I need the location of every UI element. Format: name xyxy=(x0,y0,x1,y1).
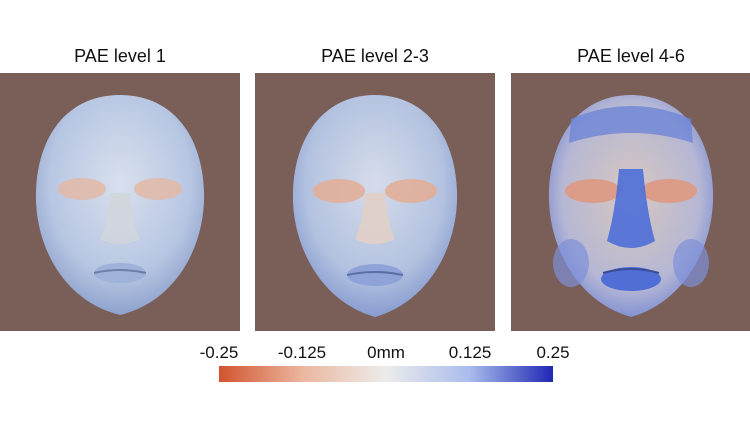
panel-title-level-4-6: PAE level 4-6 xyxy=(577,46,685,66)
colorbar-tick-neg-mid: -0.125 xyxy=(277,343,327,362)
colorbar-tick-zero: 0mm xyxy=(367,343,405,362)
panel-title-level-2-3: PAE level 2-3 xyxy=(321,46,429,66)
face-render-level-4-6 xyxy=(548,95,714,317)
face-panel-level-4-6 xyxy=(511,73,750,331)
colorbar-tick-pos-mid: 0.125 xyxy=(448,343,492,362)
face-panel-level-2-3 xyxy=(255,73,495,331)
colorbar-tick-min: -0.25 xyxy=(199,343,239,362)
face-render-level-2-3 xyxy=(292,95,458,317)
panel-title-level-1: PAE level 1 xyxy=(74,46,166,66)
face-panel-level-1 xyxy=(0,73,240,331)
colorbar xyxy=(219,366,553,382)
face-render-level-1 xyxy=(35,95,205,315)
colorbar-tick-max: 0.25 xyxy=(536,343,570,362)
